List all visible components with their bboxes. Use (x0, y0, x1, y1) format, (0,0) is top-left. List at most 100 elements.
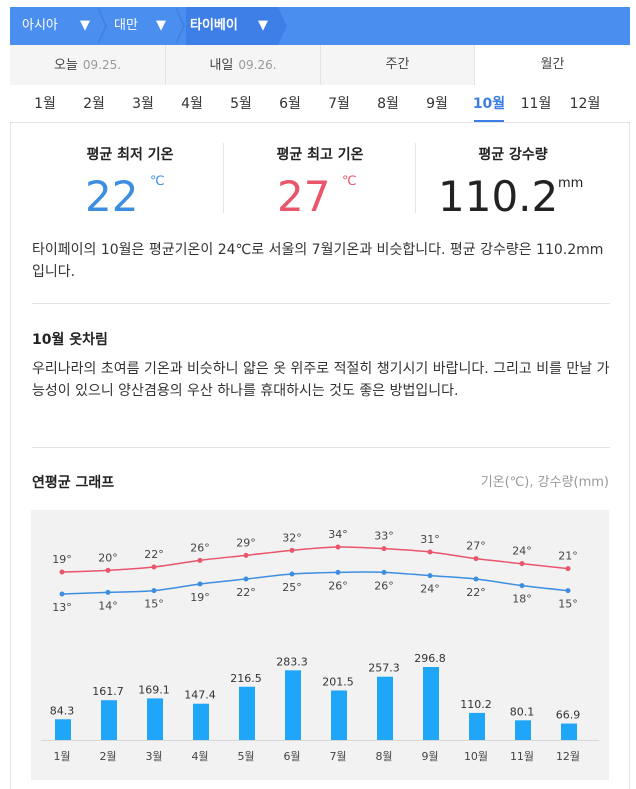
month-tick-label: 7월 (329, 750, 346, 763)
rain-bar (55, 719, 71, 740)
rain-bar (285, 670, 301, 740)
rain-value-label: 216.5 (230, 672, 262, 685)
rain-value-label: 169.1 (138, 683, 170, 696)
month-tab-10[interactable]: 10월 (467, 85, 511, 123)
month-tab-5[interactable]: 5월 (230, 96, 252, 112)
min-temp-point (197, 581, 203, 587)
month-tick-label: 3월 (145, 750, 162, 763)
stat-value: 22 (85, 172, 139, 221)
min-temp-label: 22° (236, 586, 256, 599)
graph-unit-note: 기온(℃), 강수량(mm) (480, 475, 609, 490)
tab-label: 오늘 (53, 58, 78, 73)
breadcrumb-separator (97, 7, 105, 45)
caret-down-icon[interactable]: ▼ (156, 18, 166, 33)
month-description: 타이페이의 10월은 평균기온이 24℃로 서울의 7월기온과 비슷합니다. 평… (32, 242, 604, 280)
max-temp-label: 22° (144, 548, 164, 561)
stat-unit: ℃ (342, 174, 357, 189)
rain-value-label: 84.3 (50, 704, 75, 717)
rain-value-label: 66.9 (556, 709, 581, 722)
min-temp-point (59, 591, 65, 597)
breadcrumb-item-taiwan[interactable]: 대만 (114, 7, 138, 45)
min-temp-label: 15° (144, 598, 164, 611)
month-tab-7[interactable]: 7월 (328, 96, 350, 112)
month-tab-12[interactable]: 12월 (569, 96, 601, 112)
max-temp-label: 32° (282, 531, 302, 544)
clothing-text: 우리나라의 초여름 기온과 비슷하니 얇은 옷 위주로 적절히 챙기시기 바랍니… (32, 361, 610, 399)
month-tab-11[interactable]: 11월 (520, 96, 552, 112)
breadcrumb-label: 대만 (114, 18, 138, 33)
min-temp-label: 24° (420, 583, 440, 596)
month-tick-label: 1월 (53, 750, 70, 763)
max-temp-label: 33° (374, 530, 394, 543)
month-tabs: 1월 2월 3월 4월 5월 6월 7월 8월 9월 10월 11월 12월 (10, 85, 630, 123)
rain-bar (377, 676, 393, 740)
month-tick-label: 12월 (556, 750, 580, 763)
min-temp-point (151, 588, 157, 594)
stat-value: 110.2 (438, 172, 559, 221)
tab-label: 주간 (385, 57, 410, 72)
tab-weekly[interactable]: 주간 (321, 45, 475, 85)
month-tab-1[interactable]: 1월 (34, 96, 56, 112)
period-tabs: 오늘 09.25. 내일 09.26. 주간 월간 (10, 45, 630, 85)
caret-down-icon[interactable]: ▼ (258, 18, 268, 33)
month-tick-label: 6월 (283, 750, 300, 763)
breadcrumb-item-asia[interactable]: 아시아 (22, 7, 58, 45)
rain-bar (193, 703, 209, 740)
min-temp-label: 14° (98, 599, 118, 612)
rain-bar (147, 698, 163, 740)
month-tab-8[interactable]: 8월 (377, 96, 399, 112)
tab-today[interactable]: 오늘 09.25. (10, 45, 166, 85)
stat-value: 27 (277, 172, 331, 221)
max-temp-label: 21° (558, 550, 578, 563)
clothing-title: 10월 옷차림 (32, 332, 108, 348)
rain-bar (515, 720, 531, 740)
min-temp-label: 22° (466, 586, 486, 599)
month-tab-4[interactable]: 4월 (181, 96, 203, 112)
month-tab-2[interactable]: 2월 (83, 96, 105, 112)
max-temp-label: 27° (466, 540, 486, 553)
min-temp-label: 19° (190, 591, 210, 604)
stat-label: 평균 강수량 (478, 147, 548, 163)
min-temp-label: 13° (52, 601, 72, 614)
month-tick-label: 8월 (375, 750, 392, 763)
tab-monthly[interactable]: 월간 (475, 45, 630, 85)
stat-label: 평균 최저 기온 (86, 147, 174, 163)
stat-rainfall: 평균 강수량 110.2 mm (418, 138, 608, 228)
min-temp-label: 15° (558, 598, 578, 611)
month-tick-label: 11월 (510, 750, 534, 763)
min-temp-point (565, 588, 571, 594)
min-temp-label: 18° (512, 593, 532, 606)
max-temp-line (61, 546, 569, 573)
rain-value-label: 257.3 (368, 662, 400, 675)
min-temp-point (473, 576, 479, 582)
tab-label: 내일 (209, 58, 234, 73)
annual-graph: 19° 20° 22° 26° 29° 32° 34° 33° 31° 27° 24° 21° 13° 1… (31, 510, 609, 780)
min-temp-point (335, 569, 341, 575)
rain-bar (423, 667, 439, 740)
breadcrumb-separator (278, 7, 287, 45)
max-temp-label: 26° (190, 541, 210, 554)
min-temp-label: 25° (282, 581, 302, 594)
min-temp-line (61, 571, 569, 595)
max-temp-point (565, 566, 571, 572)
breadcrumb-item-taipei[interactable]: 타이베이 (190, 7, 238, 45)
month-tab-3[interactable]: 3월 (132, 96, 154, 112)
max-temp-point (243, 552, 249, 558)
month-tab-6[interactable]: 6월 (279, 96, 301, 112)
min-temp-point (427, 573, 433, 579)
min-temp-point (105, 589, 111, 595)
min-temp-point (243, 576, 249, 582)
max-temp-label: 20° (98, 551, 118, 564)
stat-label: 평균 최고 기온 (276, 147, 364, 163)
rain-value-label: 80.1 (510, 705, 535, 718)
tab-tomorrow[interactable]: 내일 09.26. (166, 45, 321, 85)
rain-bar (239, 686, 255, 740)
min-temp-label: 26° (374, 579, 394, 592)
rain-bar (561, 723, 577, 740)
min-temp-point (519, 583, 525, 589)
caret-down-icon[interactable]: ▼ (80, 18, 90, 33)
max-temp-label: 24° (512, 545, 532, 558)
month-tab-9[interactable]: 9월 (426, 96, 448, 112)
tab-date: 09.26. (238, 58, 277, 72)
stat-min-temp: 평균 최저 기온 22 ℃ (35, 138, 225, 228)
